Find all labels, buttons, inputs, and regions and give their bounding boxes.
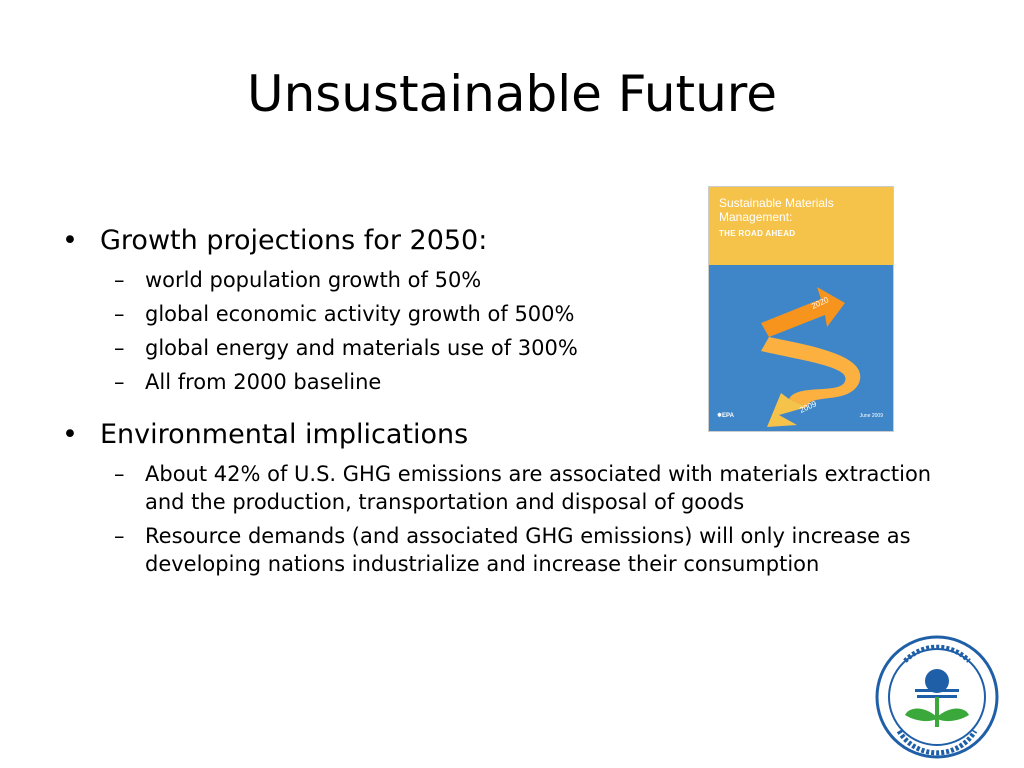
sub-bullet-list: About 42% of U.S. GHG emissions are asso… [62,460,962,578]
road-arrow-graphic: 2020 2009 [761,287,861,427]
arrow-top-shape [761,287,845,337]
arrow-ribbon-shape [761,337,861,407]
cover-date: June 2009 [859,413,883,419]
cover-title-line: Sustainable Materials [719,196,834,210]
cover-title-line: Management: [719,210,793,224]
sub-bullet: All from 2000 baseline [62,368,962,396]
sub-bullet: Resource demands (and associated GHG emi… [62,522,962,578]
epa-seal-icon [875,635,999,759]
cover-title: Sustainable Materials Management: [719,196,883,224]
sub-bullet: world population growth of 50% [62,266,962,294]
slide-body: Growth projections for 2050: world popul… [62,222,962,598]
sub-bullet: global energy and materials use of 300% [62,334,962,362]
arrow-bottom-shape [767,393,807,427]
section-growth-projections: Growth projections for 2050: world popul… [62,222,962,396]
sub-bullet: About 42% of U.S. GHG emissions are asso… [62,460,962,516]
section-environmental-implications: Environmental implications About 42% of … [62,416,962,578]
sub-bullet: global economic activity growth of 500% [62,300,962,328]
report-cover-image: Sustainable Materials Management: THE RO… [708,186,894,432]
cover-header: Sustainable Materials Management: THE RO… [709,187,893,265]
cover-artwork: 2020 2009 ✸EPA June 2009 [709,265,893,431]
slide-title: Unsustainable Future [246,65,778,123]
bullet-heading: Environmental implications [62,416,962,454]
bullet-heading: Growth projections for 2050: [62,222,962,260]
epa-wordmark: ✸EPA [717,413,734,419]
cover-subtitle: THE ROAD AHEAD [719,229,796,238]
sub-bullet-list: world population growth of 50% global ec… [62,266,962,396]
